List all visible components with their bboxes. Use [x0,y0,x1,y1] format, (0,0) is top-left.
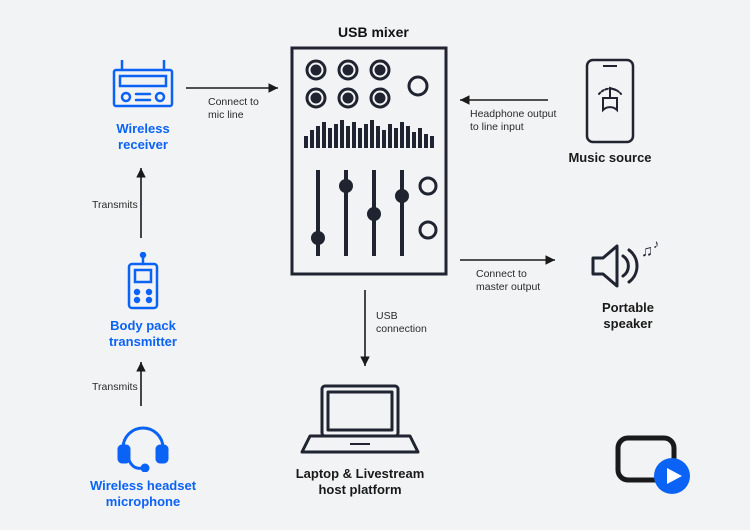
edge-label-headphone: Headphone outputto line input [470,108,556,133]
edge-label-transmits-2: Transmits [92,381,138,394]
edge-label-mic-line: Connect tomic line [208,96,259,121]
arrows-layer [0,0,750,530]
edge-label-master: Connect tomaster output [476,268,540,293]
edge-label-transmits-1: Transmits [92,199,138,212]
edge-label-usb: USBconnection [376,310,427,335]
